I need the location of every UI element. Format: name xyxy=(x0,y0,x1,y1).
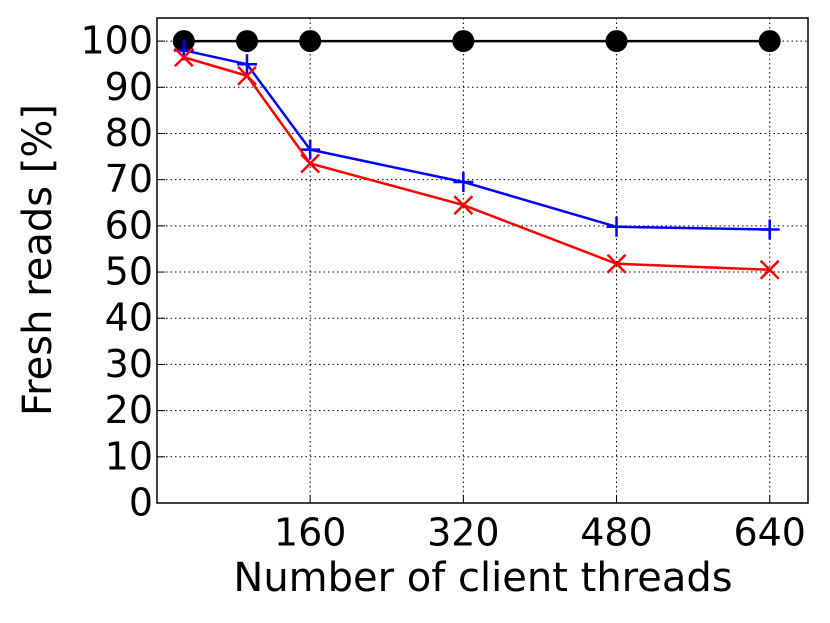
y-tick-label: 70 xyxy=(105,157,153,201)
marker xyxy=(759,259,780,280)
marker xyxy=(606,253,627,274)
y-axis-label: Fresh reads [%] xyxy=(15,104,61,416)
marker xyxy=(235,30,258,53)
marker xyxy=(173,47,194,68)
y-tick-label: 20 xyxy=(105,388,153,432)
marker xyxy=(452,30,475,53)
plot-frame xyxy=(156,17,809,504)
y-tick-label: 40 xyxy=(105,296,153,340)
marker xyxy=(759,219,780,240)
marker xyxy=(237,65,257,86)
marker xyxy=(299,30,322,53)
x-tick-label: 320 xyxy=(427,511,500,555)
series xyxy=(172,30,781,53)
y-tick-label: 10 xyxy=(105,434,153,478)
x-tick-label: 640 xyxy=(733,511,806,555)
y-tick-label: 100 xyxy=(80,19,153,63)
x-tick-label: 160 xyxy=(274,511,347,555)
series-line xyxy=(183,49,770,231)
y-tick-label: 50 xyxy=(105,250,153,294)
y-tick-label: 30 xyxy=(105,342,153,386)
marker xyxy=(606,216,627,237)
marker xyxy=(236,54,257,75)
marker xyxy=(605,30,628,53)
y-tick-label: 80 xyxy=(105,111,153,155)
series-line xyxy=(183,56,770,271)
y-tick-label: 60 xyxy=(105,203,153,247)
marker xyxy=(453,171,474,192)
marker xyxy=(758,30,781,53)
marker xyxy=(453,195,474,215)
y-tick-label: 90 xyxy=(105,65,153,109)
marker xyxy=(300,139,321,160)
x-tick-label: 480 xyxy=(580,511,653,555)
y-tick-label: 0 xyxy=(129,481,153,525)
x-axis-label: Number of client threads xyxy=(233,555,732,601)
marker xyxy=(300,153,321,174)
series xyxy=(173,47,780,280)
